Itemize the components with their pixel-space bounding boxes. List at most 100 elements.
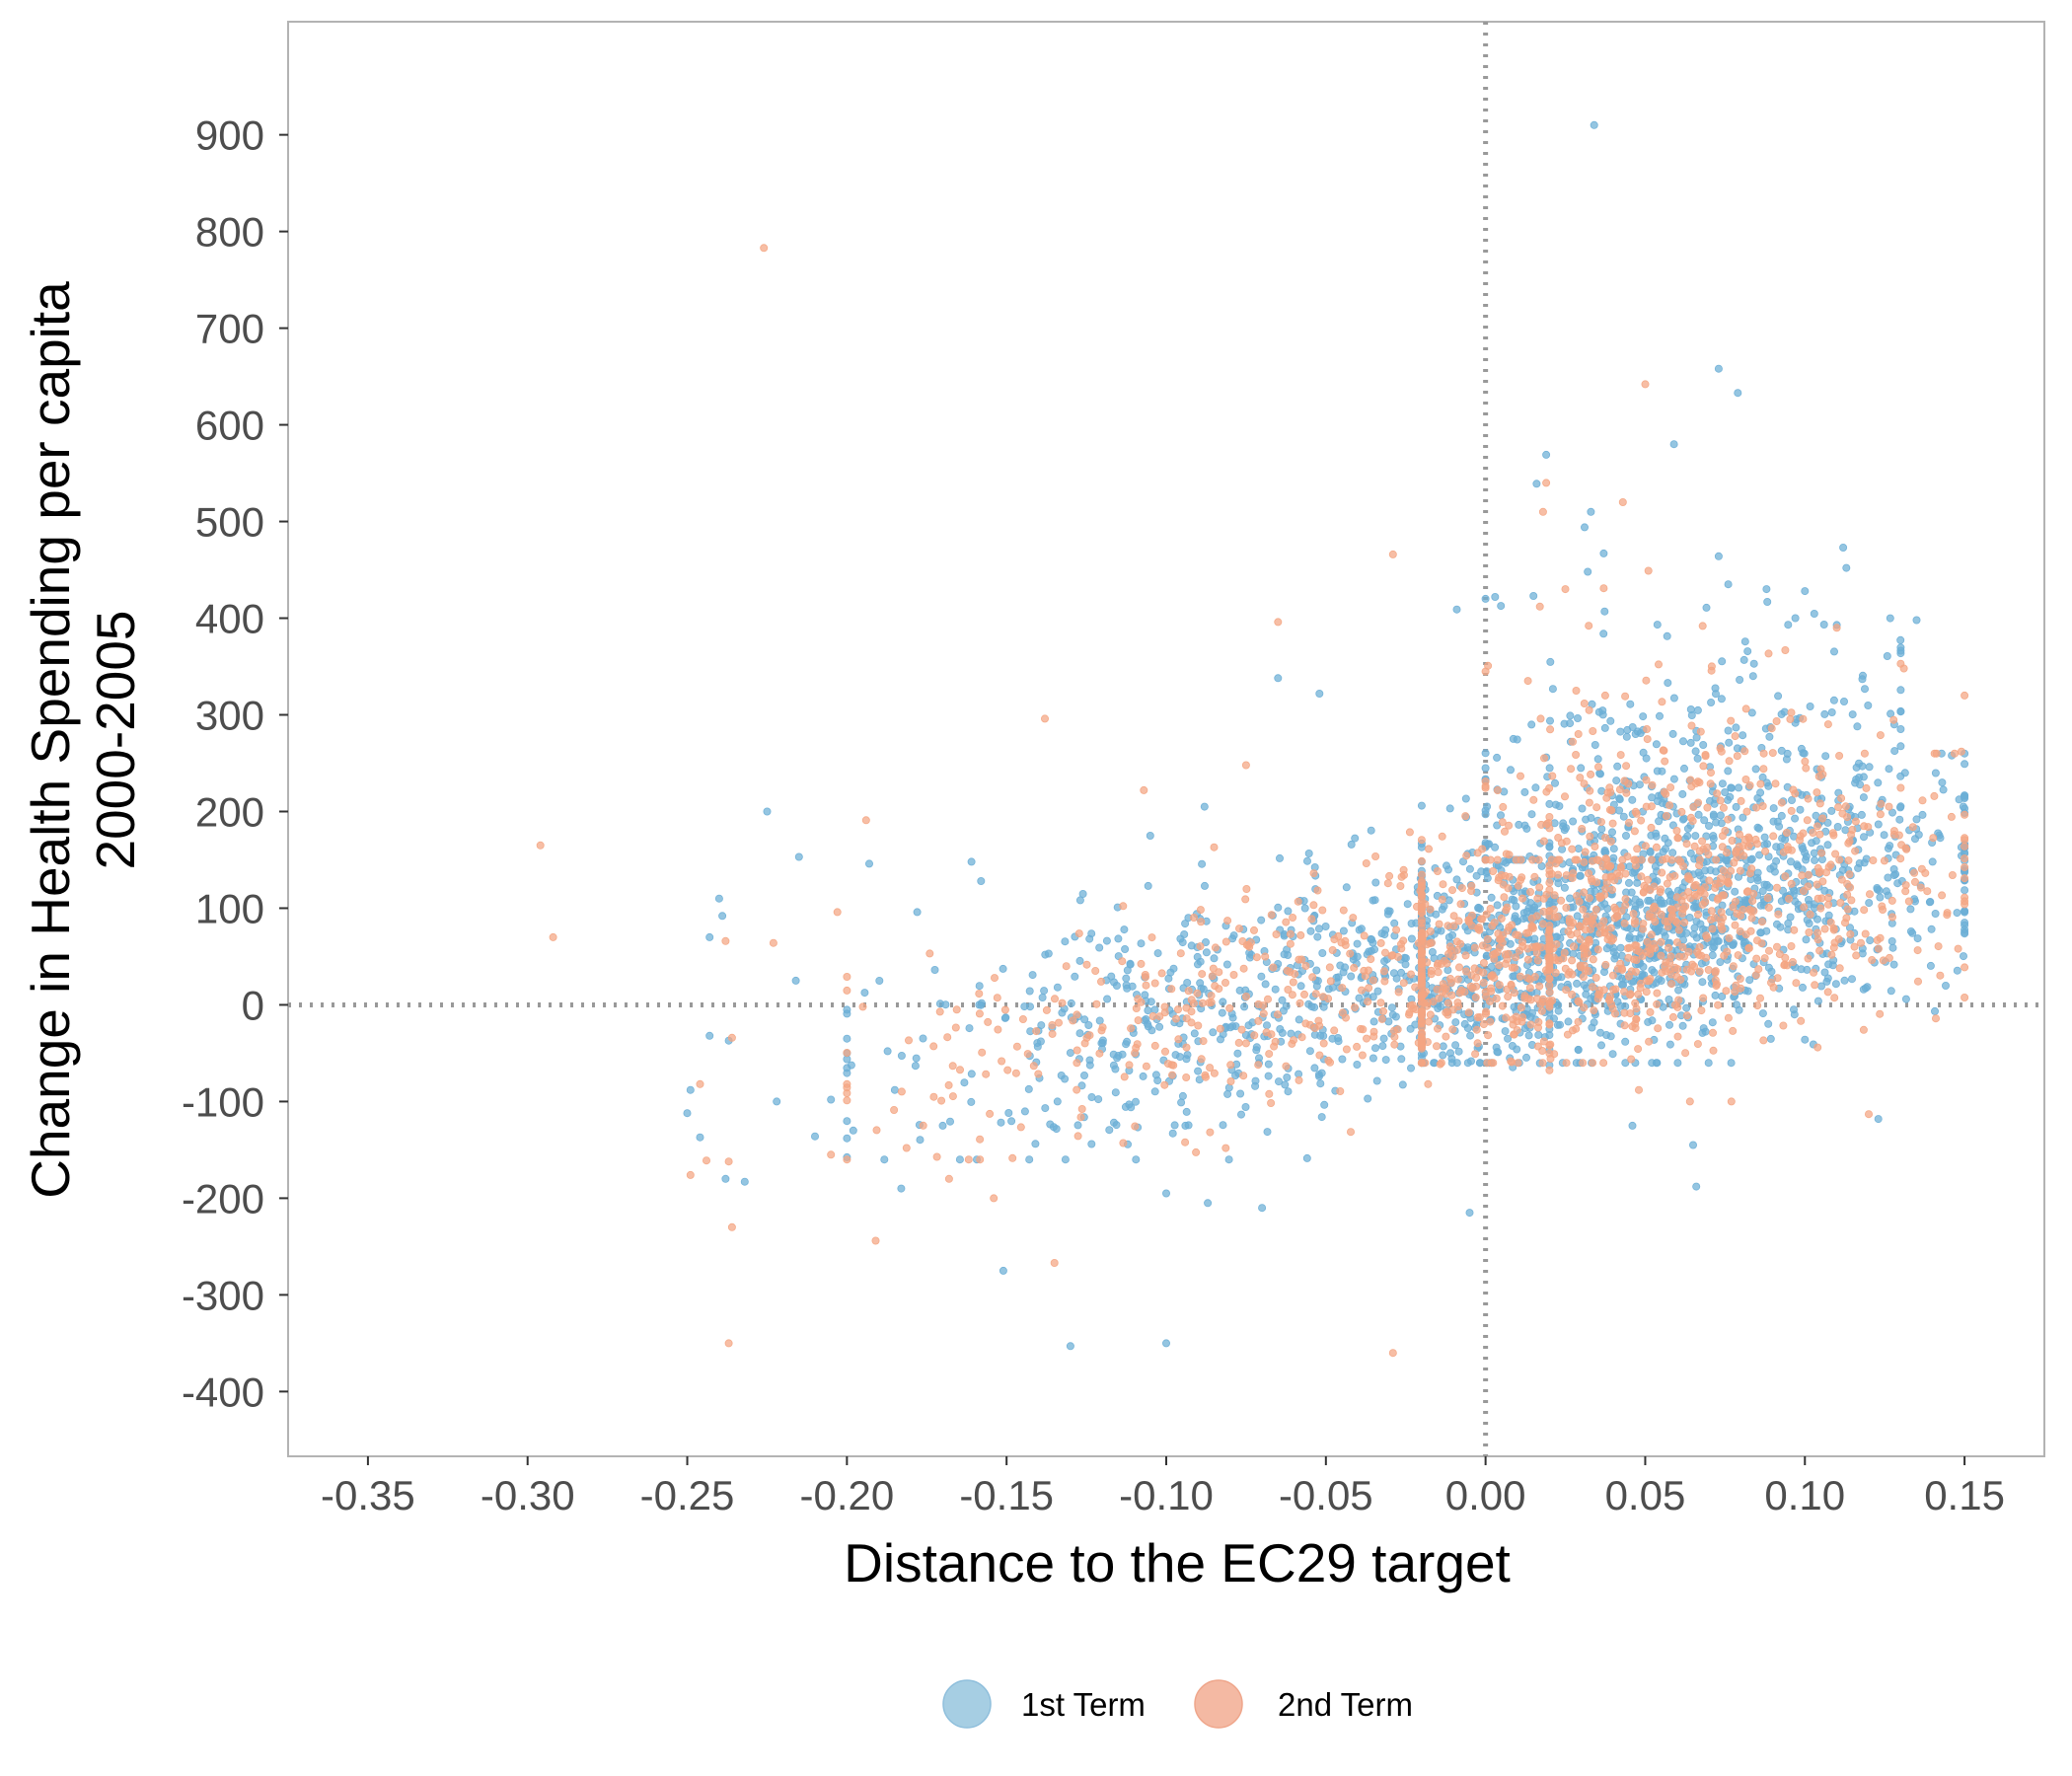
data-point <box>1078 890 1087 899</box>
data-point <box>1589 727 1597 736</box>
data-point <box>1866 936 1875 945</box>
data-point <box>1003 1066 1012 1074</box>
data-point <box>1595 769 1604 777</box>
data-point <box>1283 1073 1292 1082</box>
data-point <box>1673 1002 1682 1011</box>
data-point <box>1398 1080 1407 1089</box>
data-point <box>1769 817 1778 826</box>
data-point <box>849 1126 857 1135</box>
data-point <box>1961 760 1969 769</box>
data-point <box>1473 1013 1482 1022</box>
data-point <box>1621 692 1630 701</box>
data-point <box>1481 764 1490 773</box>
data-point <box>1589 955 1597 964</box>
data-point <box>1163 1060 1172 1069</box>
data-point <box>1679 737 1688 746</box>
data-point <box>1182 1003 1191 1012</box>
data-point <box>1176 949 1185 958</box>
data-point <box>1714 894 1723 903</box>
data-point <box>1239 1072 1248 1080</box>
data-point <box>1661 931 1669 940</box>
data-point <box>1931 1006 1940 1015</box>
data-point <box>1753 936 1762 945</box>
data-point <box>1160 1080 1169 1089</box>
data-point <box>1609 845 1618 853</box>
data-point <box>1250 1031 1259 1040</box>
data-point <box>1211 943 1220 952</box>
data-point <box>1274 903 1283 912</box>
data-point <box>1471 993 1480 1001</box>
data-point <box>1585 622 1593 630</box>
data-point <box>1554 1006 1563 1015</box>
data-point <box>1801 587 1810 596</box>
data-point <box>977 877 986 886</box>
data-point <box>1747 864 1756 873</box>
data-point <box>843 1155 851 1164</box>
reference-lines <box>288 22 2044 1456</box>
data-point <box>976 1135 985 1144</box>
data-point <box>1392 974 1401 983</box>
data-point <box>1522 1053 1531 1062</box>
data-point <box>1765 883 1774 892</box>
data-point <box>1853 722 1862 731</box>
data-point <box>1561 585 1570 594</box>
data-point <box>1954 944 1962 953</box>
data-point <box>1264 1072 1273 1080</box>
data-point <box>1735 783 1743 792</box>
data-point <box>1829 925 1838 934</box>
data-point <box>1736 927 1744 936</box>
data-point <box>1471 1050 1480 1059</box>
data-point <box>1397 1055 1406 1064</box>
data-point <box>1087 929 1096 938</box>
data-point <box>1312 982 1321 991</box>
data-point <box>1600 723 1609 732</box>
data-point <box>686 1170 695 1179</box>
data-point <box>1657 910 1665 919</box>
data-point <box>919 1121 927 1130</box>
x-tick-label: -0.20 <box>799 1472 894 1518</box>
data-point <box>1529 795 1538 804</box>
data-point <box>1756 779 1765 788</box>
data-point <box>1830 938 1839 947</box>
data-point <box>955 1155 964 1164</box>
data-point <box>1691 747 1700 756</box>
data-point <box>1823 974 1832 983</box>
data-point <box>1476 905 1485 914</box>
data-point <box>1112 1121 1121 1130</box>
data-point <box>1308 973 1317 982</box>
data-point <box>1574 1017 1583 1026</box>
data-point <box>1545 870 1554 879</box>
data-point <box>1886 614 1894 623</box>
data-point <box>1848 826 1857 835</box>
data-point <box>1659 848 1667 856</box>
data-point <box>1501 871 1510 880</box>
data-point <box>1813 788 1821 797</box>
data-point <box>1542 450 1551 459</box>
data-point <box>1501 959 1510 968</box>
data-point <box>1674 986 1683 995</box>
data-point <box>1652 843 1661 851</box>
y-tick-label: 300 <box>195 693 264 739</box>
data-point <box>1961 842 1969 851</box>
x-tick-label: -0.25 <box>640 1472 735 1518</box>
data-point <box>1271 1037 1280 1046</box>
data-point <box>1585 705 1593 714</box>
data-point <box>1844 839 1853 848</box>
data-point <box>1053 1097 1062 1106</box>
data-point <box>1221 979 1230 988</box>
data-point <box>1551 968 1560 977</box>
data-point <box>1844 856 1853 865</box>
data-point <box>1193 952 1202 961</box>
data-point <box>1339 906 1348 915</box>
data-point <box>1527 810 1536 819</box>
data-point <box>1635 933 1644 942</box>
data-point <box>1428 938 1437 947</box>
data-point <box>1874 944 1883 953</box>
data-point <box>1698 900 1707 909</box>
data-point <box>1943 911 1952 920</box>
y-tick-label: 500 <box>195 499 264 546</box>
data-point <box>1055 1018 1064 1027</box>
data-point <box>1687 711 1696 720</box>
data-point <box>993 994 1001 1002</box>
data-point <box>1836 899 1845 908</box>
